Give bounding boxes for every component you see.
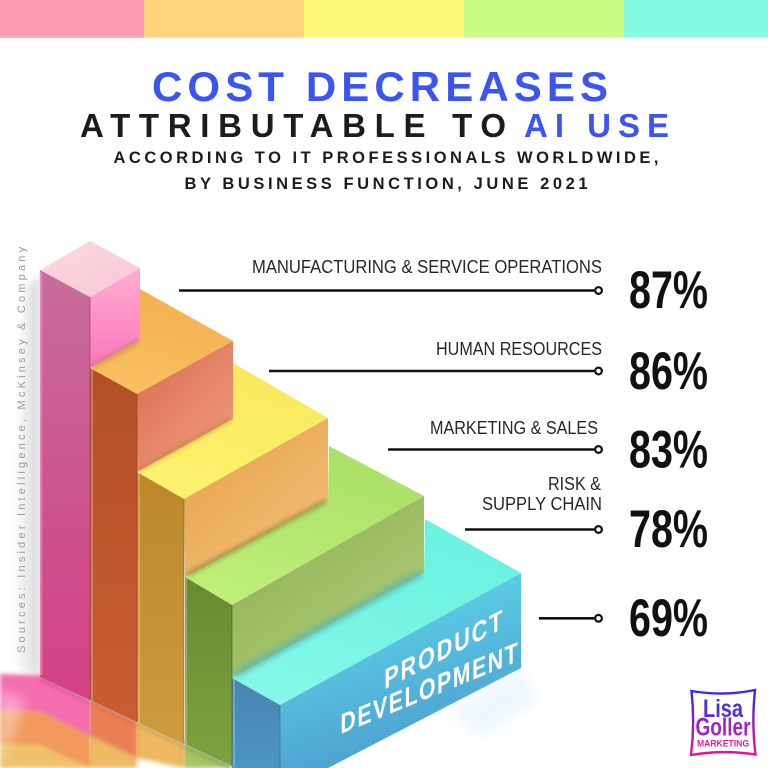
svg-text:SUPPLY CHAIN: SUPPLY CHAIN	[482, 494, 602, 514]
svg-text:AI USE: AI USE	[524, 107, 669, 144]
svg-text:MARKETING & SALES: MARKETING & SALES	[430, 418, 598, 438]
svg-text:Goller: Goller	[696, 714, 751, 742]
svg-text:Lisa: Lisa	[703, 695, 744, 723]
svg-text:87%: 87%	[629, 261, 708, 320]
svg-text:HUMAN RESOURCES: HUMAN RESOURCES	[436, 339, 602, 359]
svg-text:COST DECREASES: COST DECREASES	[152, 63, 608, 110]
svg-text:MANUFACTURING & SERVICE OPERAT: MANUFACTURING & SERVICE OPERATIONS	[252, 257, 602, 277]
svg-text:78%: 78%	[629, 500, 708, 559]
svg-text:Sources: Insider Intelligence,: Sources: Insider Intelligence, McKinsey …	[16, 244, 28, 653]
svg-text:ACCORDING TO IT PROFESSIONALS: ACCORDING TO IT PROFESSIONALS WORLDWIDE,	[114, 149, 659, 167]
svg-text:86%: 86%	[629, 342, 708, 401]
svg-text:ATTRIBUTABLE TO: ATTRIBUTABLE TO	[80, 107, 506, 144]
svg-text:83%: 83%	[629, 421, 708, 480]
svg-text:RISK &: RISK &	[548, 474, 601, 494]
svg-text:69%: 69%	[629, 589, 708, 648]
svg-text:MARKETING: MARKETING	[697, 739, 749, 750]
